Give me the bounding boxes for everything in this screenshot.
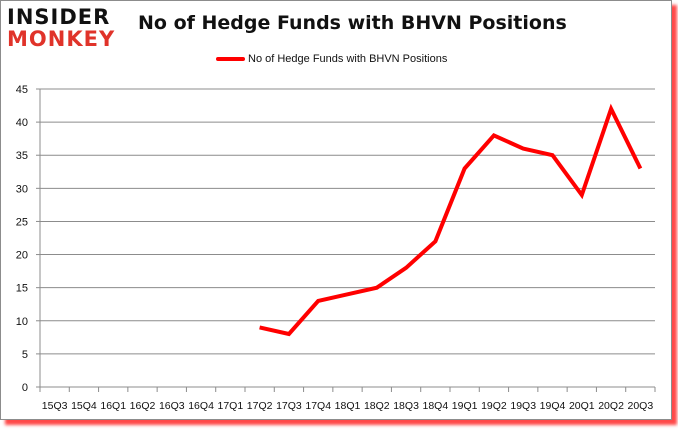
- y-tick-label: 10: [16, 316, 28, 328]
- x-tick-label: 19Q4: [540, 400, 566, 412]
- x-tick-label: 20Q2: [598, 400, 624, 412]
- gridlines: [36, 88, 655, 388]
- x-tick-label: 15Q4: [71, 400, 97, 412]
- axes: [39, 89, 656, 392]
- x-tick-label: 16Q3: [159, 400, 185, 412]
- chart-frame: [0, 0, 672, 420]
- x-tick-label: 16Q1: [100, 400, 126, 412]
- x-tick-label: 17Q3: [276, 400, 302, 412]
- x-tick-label: 18Q1: [335, 400, 361, 412]
- x-tick-label: 19Q1: [452, 400, 478, 412]
- y-tick-label: 45: [16, 84, 28, 96]
- x-tick-label: 16Q4: [188, 400, 214, 412]
- x-tick-label: 17Q1: [218, 400, 244, 412]
- insider-monkey-logo: INSIDER MONKEY: [7, 6, 127, 56]
- x-axis-ticks: 15Q3 15Q4 16Q1 16Q2 16Q3 16Q4 17Q1 17Q2 17Q3 17Q4…: [42, 400, 654, 412]
- y-tick-label: 0: [22, 382, 28, 394]
- x-tick-label: 20Q1: [569, 400, 595, 412]
- x-tick-label: 17Q2: [247, 400, 273, 412]
- x-tick-label: 19Q3: [510, 400, 536, 412]
- y-axis-ticks: 0 5 10 15 20 25 30 35 40 45: [16, 84, 28, 394]
- x-tick-label: 16Q2: [130, 400, 156, 412]
- y-tick-label: 5: [22, 349, 28, 361]
- y-tick-label: 15: [16, 283, 28, 295]
- x-tick-label: 18Q2: [364, 400, 390, 412]
- y-tick-label: 20: [16, 250, 28, 262]
- chart-title: No of Hedge Funds with BHVN Positions: [138, 12, 567, 34]
- series-line: [259, 103, 643, 337]
- x-tick-label: 20Q3: [628, 400, 654, 412]
- x-tick-label: 18Q4: [423, 400, 449, 412]
- legend-line-swatch-icon: [216, 57, 245, 61]
- chart-legend: No of Hedge Funds with BHVN Positions: [216, 53, 447, 65]
- logo-line-2: MONKEY: [7, 27, 116, 51]
- x-tick-label: 17Q4: [305, 400, 331, 412]
- x-tick-label: 19Q2: [481, 400, 507, 412]
- y-tick-label: 40: [16, 117, 28, 129]
- y-tick-label: 30: [16, 183, 28, 195]
- y-tick-label: 25: [16, 216, 28, 228]
- legend-label: No of Hedge Funds with BHVN Positions: [248, 53, 448, 65]
- logo-line-1: INSIDER: [7, 5, 111, 29]
- x-tick-label: 15Q3: [42, 400, 68, 412]
- y-tick-label: 35: [16, 150, 28, 162]
- x-tick-label: 18Q3: [393, 400, 419, 412]
